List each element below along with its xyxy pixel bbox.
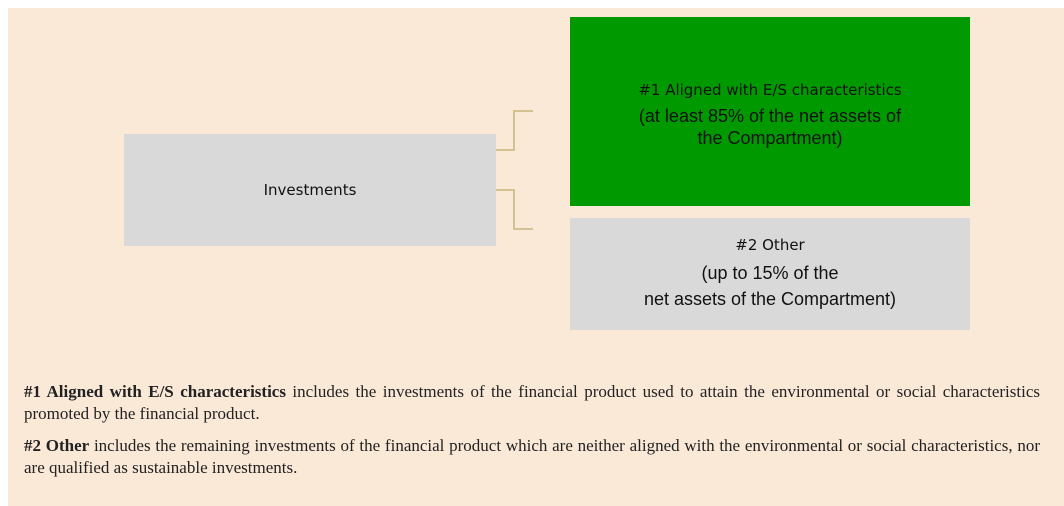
note-text: includes the investments of the financia… (24, 382, 1040, 423)
node-label: #2 Other (735, 236, 805, 254)
node-line: the Compartment) (697, 127, 843, 148)
note-term: #1 Aligned with E/S characteristics (24, 382, 286, 401)
node-line: net assets of the Compartment) (643, 289, 897, 309)
node-line: (up to 15% of the (701, 263, 839, 283)
node-line: (at least 85% of the net assets of (638, 105, 902, 126)
connector (496, 110, 533, 151)
node-label: #1 Aligned with E/S characteristics (638, 80, 902, 99)
aligned-box: #1 Aligned with E/S characteristics (at … (570, 17, 970, 206)
note: #2 Other includes the remaining investme… (24, 435, 1040, 479)
note-term: #2 Other (24, 436, 90, 455)
node-label: Investments (263, 181, 357, 199)
connector (496, 189, 533, 230)
note-text: includes the remaining investments of th… (24, 436, 1040, 477)
note: #1 Aligned with E/S characteristics incl… (24, 381, 1040, 425)
other-box: #2 Other (up to 15% of the net assets of… (570, 218, 970, 330)
investments-box: Investments (124, 134, 496, 246)
